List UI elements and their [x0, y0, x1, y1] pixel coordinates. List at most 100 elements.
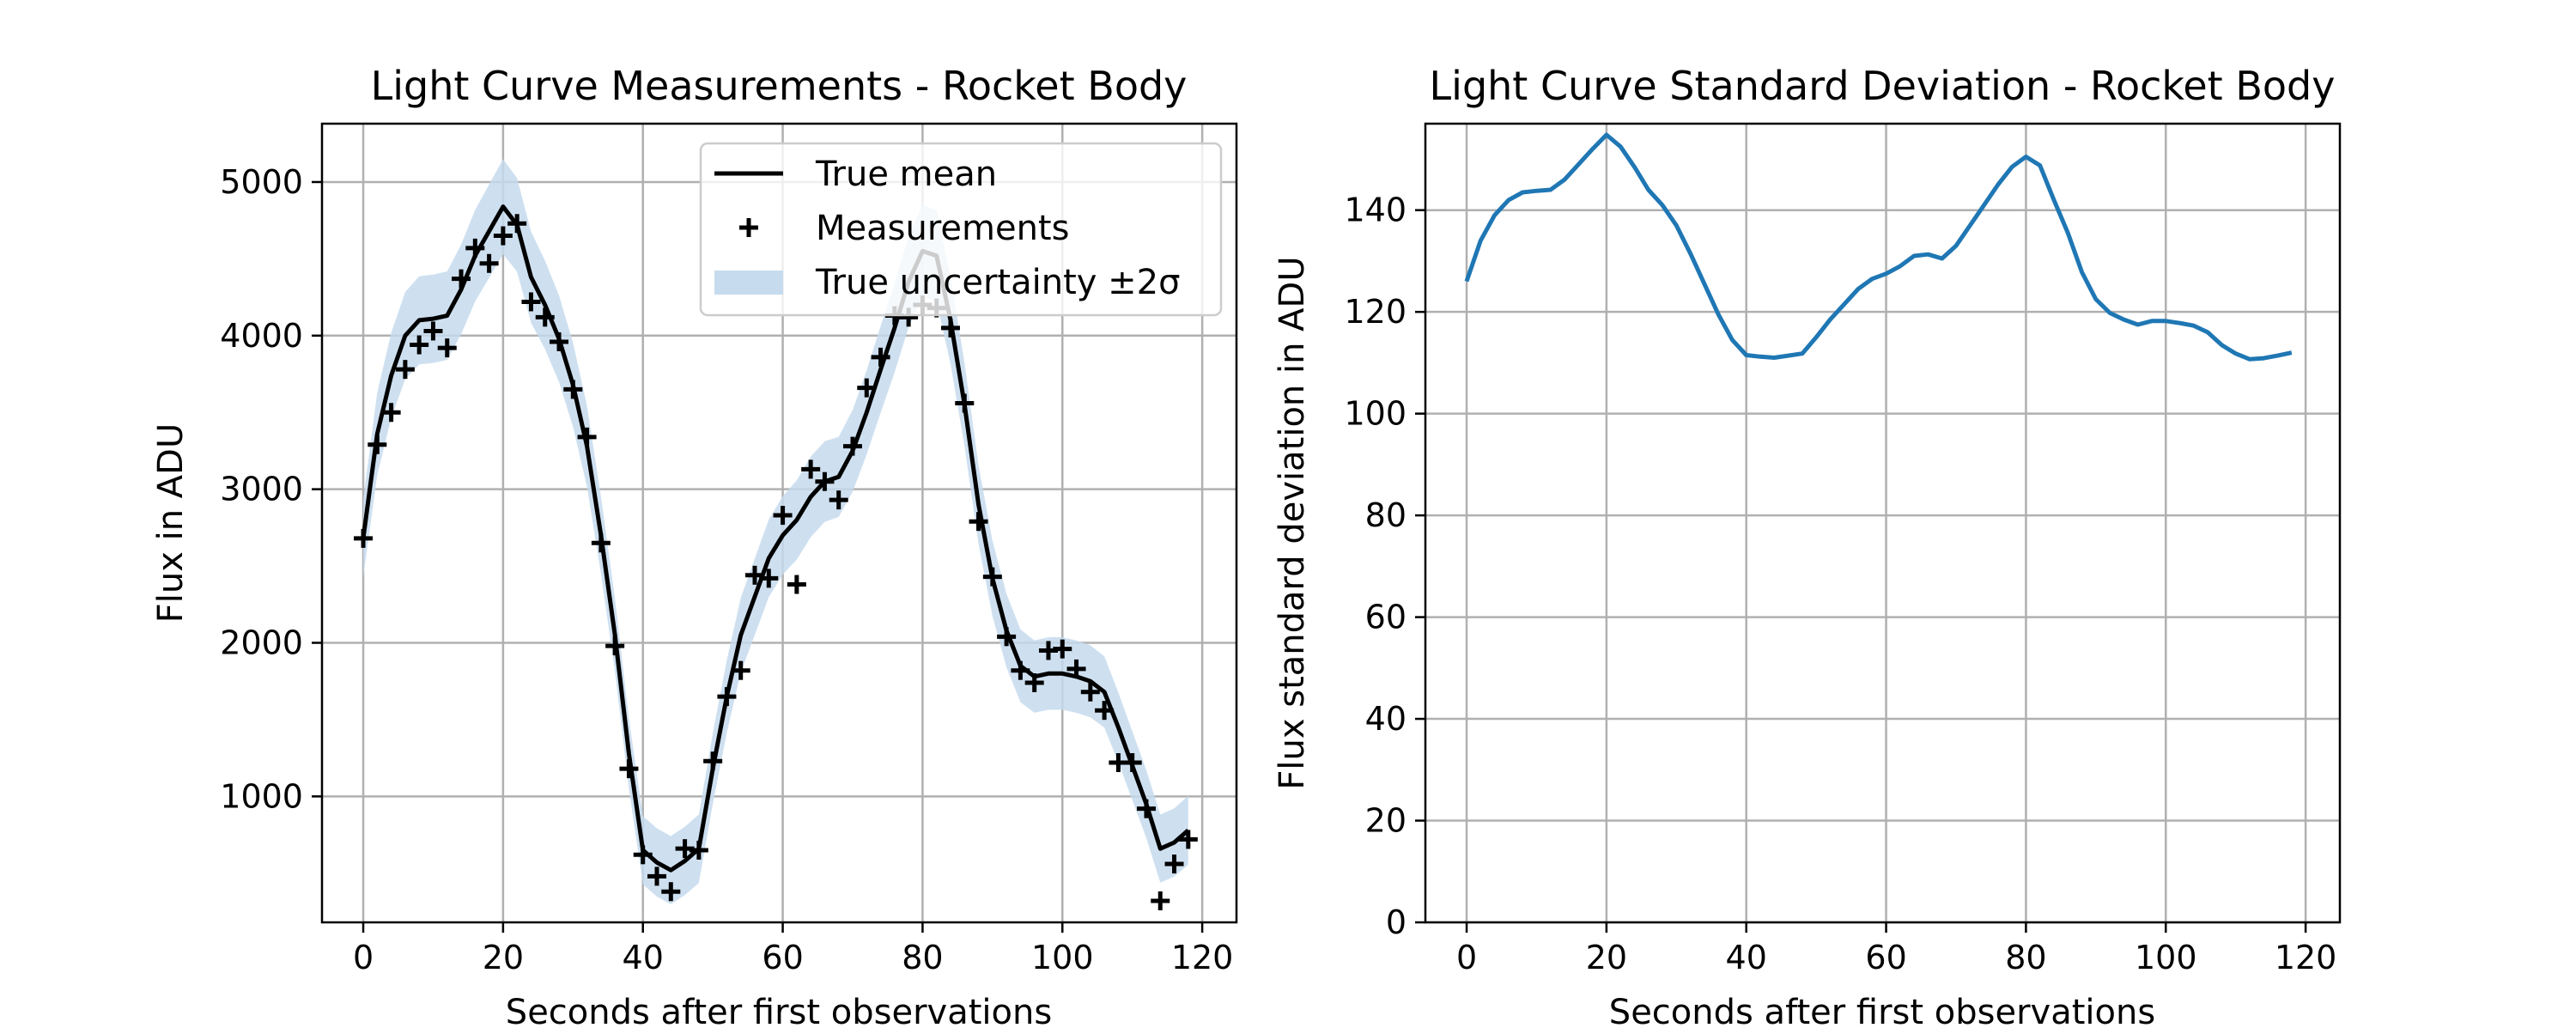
y-tick-label: 4000 — [220, 317, 303, 355]
y-tick-label: 20 — [1365, 802, 1406, 840]
measurement-point — [452, 269, 471, 289]
measurement-point — [591, 533, 611, 553]
x-tick-label: 100 — [1031, 939, 1094, 976]
measurement-point — [479, 253, 499, 273]
legend: True mean Measurements True uncertainty … — [699, 142, 1223, 317]
measurement-point — [717, 687, 737, 707]
x-tick-label: 100 — [2135, 939, 2197, 976]
x-ticks: 0 20 40 60 80 100 120 — [353, 922, 1233, 976]
measurement-point — [1053, 639, 1072, 659]
x-ticks: 0 20 40 60 80 100 120 — [1456, 922, 2336, 976]
measurement-point — [633, 845, 653, 865]
x-tick-label: 20 — [1586, 939, 1627, 976]
measurement-point — [829, 490, 848, 510]
measurement-point — [842, 436, 862, 456]
legend-box — [699, 142, 1223, 317]
legend-label-uncertainty: True uncertainty ±2σ — [815, 263, 1180, 302]
y-tick-label: 100 — [1344, 395, 1406, 433]
measurement-point — [661, 882, 681, 902]
measurement-point — [1136, 799, 1156, 818]
measurement-point — [1122, 753, 1142, 772]
y-tick-label: 80 — [1365, 496, 1406, 534]
measurement-point — [550, 331, 569, 351]
y-tick-label: 1000 — [220, 777, 303, 815]
axes-frame — [1424, 122, 2342, 924]
measurement-point — [605, 636, 625, 656]
x-tick-label: 120 — [2275, 939, 2337, 976]
measurement-point — [982, 567, 1002, 587]
measurement-point — [395, 360, 415, 380]
measurement-point — [815, 471, 835, 491]
x-tick-label: 0 — [353, 939, 374, 976]
measurement-point — [577, 427, 597, 447]
uncertainty-band — [363, 159, 1188, 904]
y-axis-label: Flux in ADU — [151, 423, 191, 623]
measurement-point — [423, 321, 443, 341]
measurement-point — [619, 759, 639, 779]
legend-band-swatch — [714, 271, 783, 295]
y-tick-label: 40 — [1365, 700, 1406, 738]
y-tick-label: 120 — [1344, 293, 1406, 331]
measurement-points — [354, 214, 1198, 910]
x-tick-label: 60 — [1865, 939, 1906, 976]
y-tick-label: 60 — [1365, 599, 1406, 636]
measurement-point — [354, 528, 374, 548]
measurement-point — [997, 627, 1017, 647]
measurement-point — [507, 214, 527, 234]
axes-frame — [320, 122, 1238, 924]
y-ticks: 0 20 40 60 80 100 120 140 — [1344, 192, 1425, 941]
measurement-point — [731, 660, 750, 680]
measurement-point — [410, 335, 429, 355]
measurement-point — [465, 238, 485, 258]
measurement-point — [1164, 855, 1184, 874]
x-tick-label: 40 — [1726, 939, 1767, 976]
x-tick-label: 80 — [902, 939, 943, 976]
measurement-point — [689, 840, 708, 860]
x-tick-label: 60 — [762, 939, 803, 976]
measurement-point — [1011, 660, 1030, 680]
measurement-point — [773, 506, 793, 526]
y-ticks: 1000 2000 3000 4000 5000 — [220, 163, 322, 815]
measurements-chart: 0 20 40 60 80 100 120 1000 2000 3000 4000 5000 Lig… — [151, 63, 1238, 1032]
measurement-point — [381, 403, 401, 423]
x-axis-label: Seconds after first observations — [1609, 993, 2155, 1031]
plot-area — [1425, 124, 2340, 922]
measurement-point — [940, 318, 960, 338]
measurement-point — [969, 512, 988, 532]
chart-title: Light Curve Standard Deviation - Rocket … — [1430, 63, 2336, 109]
measurement-point — [1066, 659, 1086, 678]
y-tick-label: 5000 — [220, 163, 303, 201]
x-tick-label: 40 — [623, 939, 664, 976]
measurement-point — [759, 569, 779, 588]
measurement-point — [521, 292, 541, 312]
chart-title: Light Curve Measurements - Rocket Body — [371, 63, 1188, 109]
true-mean-line — [361, 204, 1190, 873]
measurement-point — [1095, 701, 1115, 721]
measurement-point — [871, 347, 890, 367]
legend-label-measurements: Measurements — [816, 209, 1069, 248]
measurement-point — [1080, 682, 1100, 702]
measurement-point — [1024, 673, 1044, 692]
measurement-point — [955, 393, 975, 413]
y-tick-label: 140 — [1344, 192, 1406, 229]
grid — [322, 124, 1236, 922]
measurement-point — [801, 459, 821, 479]
legend-label-true-mean: True mean — [815, 155, 997, 194]
measurement-point — [745, 565, 765, 585]
measurement-point — [787, 575, 806, 594]
x-tick-label: 120 — [1171, 939, 1234, 976]
measurement-point — [535, 307, 555, 327]
x-tick-label: 80 — [2005, 939, 2046, 976]
measurement-point — [563, 380, 583, 399]
measurement-point — [647, 867, 667, 886]
measurement-point — [493, 226, 513, 246]
measurement-point — [1151, 891, 1170, 910]
x-tick-label: 20 — [483, 939, 524, 976]
measurement-point — [703, 751, 723, 771]
measurement-point — [368, 435, 387, 454]
y-tick-label: 2000 — [220, 624, 303, 662]
y-tick-label: 0 — [1386, 903, 1406, 941]
std-deviation-line — [1464, 132, 2293, 362]
x-tick-label: 0 — [1456, 939, 1477, 976]
